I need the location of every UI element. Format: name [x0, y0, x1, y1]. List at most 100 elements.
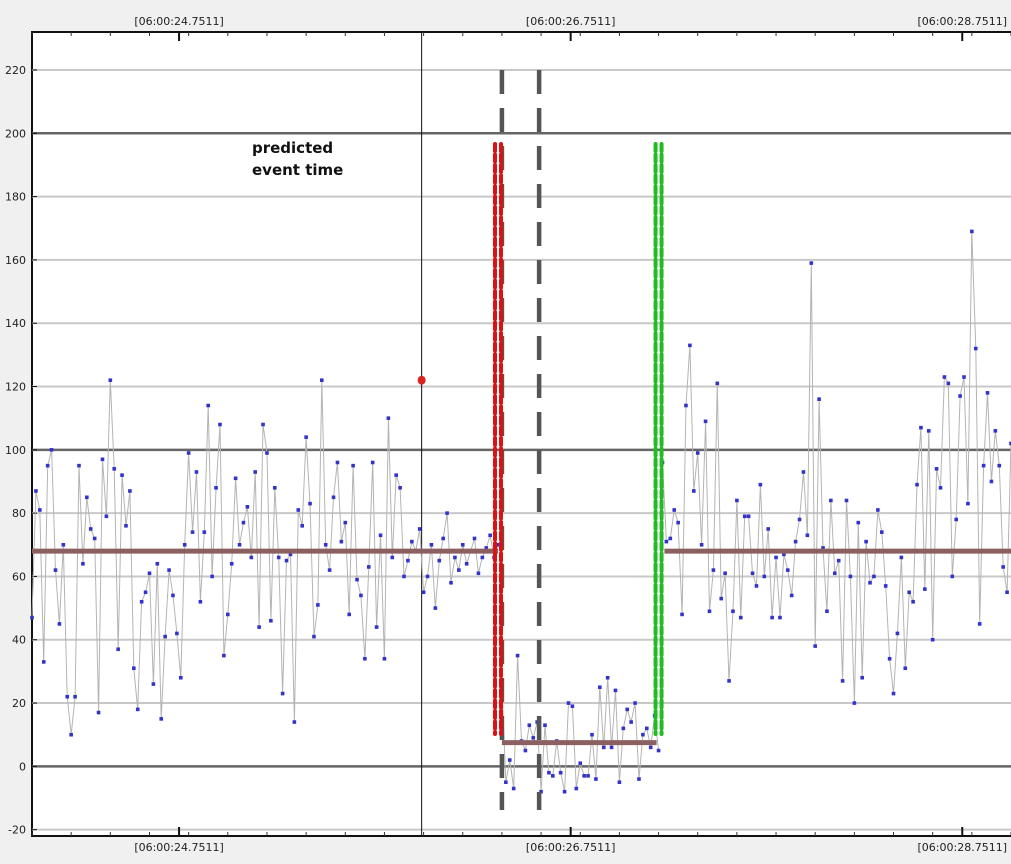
series-0-point-100 — [421, 590, 426, 595]
series-2-point-82 — [981, 463, 986, 468]
series-0-point-9 — [65, 694, 70, 699]
series-1-point-33 — [629, 720, 633, 724]
series-0-point-114 — [476, 571, 481, 576]
series-0-point-40 — [186, 451, 191, 455]
series-0-point-117 — [488, 533, 492, 538]
series-1-point-34 — [633, 701, 637, 705]
series-2-point-9 — [695, 451, 700, 455]
series-2-point-39 — [813, 644, 817, 648]
series-2-point-22 — [746, 514, 751, 519]
series-0-point-85 — [363, 656, 367, 661]
series-0-point-13 — [81, 561, 85, 566]
series-1-point-35 — [637, 777, 641, 781]
series-2-point-45 — [836, 558, 841, 563]
bottom-time-axis: [06:00:24.7511] [06:00:26.7511] [06:00:28.… — [31, 827, 1011, 854]
series-0-point-66 — [288, 552, 293, 557]
series-2-point-83 — [985, 391, 990, 395]
y-tick-label-7: 120 — [5, 381, 26, 394]
series-0-point-63 — [276, 555, 281, 560]
series-0-point-50 — [226, 612, 230, 617]
series-0-point-65 — [284, 558, 289, 563]
series-1-point-10 — [539, 789, 543, 794]
series-1-point-27 — [605, 675, 610, 680]
series-1-point-1 — [504, 780, 508, 784]
series-0-point-41 — [190, 530, 195, 534]
series-1-point-40 — [656, 748, 661, 753]
series-0-point-43 — [198, 599, 203, 604]
series-2-point-68 — [926, 429, 931, 433]
segment-boundaries — [493, 70, 664, 810]
series-0-point-83 — [355, 577, 359, 582]
series-2-point-49 — [852, 701, 857, 705]
series-0-point-14 — [85, 495, 89, 500]
series-2-point-14 — [715, 381, 720, 386]
series-0-point-11 — [73, 694, 77, 699]
series-1-point-38 — [648, 745, 653, 750]
series-2-point-74 — [950, 574, 955, 579]
series-0-point-36 — [171, 593, 175, 598]
series-0-point-71 — [308, 501, 312, 506]
series-2-point-50 — [856, 520, 861, 525]
predicted-event-marker-group — [417, 32, 426, 836]
series-0-point-25 — [128, 489, 132, 493]
series-0-point-87 — [370, 460, 375, 465]
series-0-point-22 — [116, 647, 120, 652]
series-1-point-21 — [582, 774, 586, 778]
series-2-point-20 — [738, 615, 743, 620]
series-2-point-80 — [973, 346, 978, 351]
bottom-time-label-1: [06:00:26.7511] — [526, 841, 615, 854]
series-2-point-33 — [789, 593, 794, 598]
series-0-point-97 — [410, 539, 414, 544]
series-2-point-13 — [711, 568, 716, 572]
y-tick-label-1: 0 — [19, 760, 26, 773]
series-0-point-93 — [394, 473, 398, 477]
series-2-point-27 — [766, 527, 771, 531]
series-1-point-11 — [543, 723, 547, 728]
y-tick-label-2: 20 — [12, 697, 26, 710]
series-2-point-89 — [1009, 441, 1011, 446]
series-2-point-73 — [946, 381, 951, 386]
series-2-point-38 — [809, 261, 814, 265]
series-1-point-29 — [613, 688, 618, 693]
series-0-point-75 — [323, 542, 328, 547]
series-2-point-4 — [676, 520, 680, 525]
series-2-point-84 — [989, 479, 994, 484]
series-0-point-113 — [472, 536, 477, 541]
y-tick-label-8: 140 — [5, 317, 26, 330]
series-0-point-10 — [69, 732, 73, 737]
series-2-point-47 — [844, 498, 849, 503]
series-2-point-87 — [1001, 565, 1005, 569]
series-1-point-12 — [547, 770, 551, 775]
series-0-point-57 — [253, 470, 258, 474]
series-0-point-26 — [132, 666, 136, 671]
top-time-label-1: [06:00:26.7511] — [526, 15, 615, 28]
series-2-point-30 — [778, 615, 782, 620]
series-2-point-1 — [664, 539, 669, 544]
series-2-point-64 — [911, 599, 915, 604]
series-points — [30, 229, 1011, 794]
series-2-point-72 — [942, 375, 947, 379]
series-1-point-32 — [625, 707, 630, 712]
series-0-point-73 — [316, 603, 320, 607]
series-2-point-54 — [872, 574, 876, 579]
series-1-point-28 — [609, 745, 614, 750]
series-0-point-101 — [425, 574, 430, 579]
annotation-line-1: predicted — [252, 139, 333, 157]
series-2-point-15 — [719, 596, 724, 601]
y-tick-label-11: 200 — [5, 127, 26, 140]
series-0-point-38 — [179, 675, 183, 680]
series-0-point-20 — [108, 378, 113, 382]
series-2-point-46 — [840, 679, 845, 683]
series-0-point-67 — [292, 720, 297, 724]
series-2-point-78 — [966, 501, 970, 506]
series-2-point-81 — [977, 622, 982, 626]
series-1-point-25 — [598, 685, 602, 690]
series-0-point-0 — [30, 615, 34, 620]
series-0-point-12 — [77, 463, 81, 468]
series-2-point-36 — [801, 470, 806, 474]
series-0-point-78 — [335, 460, 340, 465]
series-0-point-44 — [202, 530, 207, 534]
series-2-point-17 — [727, 679, 731, 683]
y-tick-label-9: 160 — [5, 254, 26, 267]
y-tick-label-12: 220 — [5, 64, 26, 77]
